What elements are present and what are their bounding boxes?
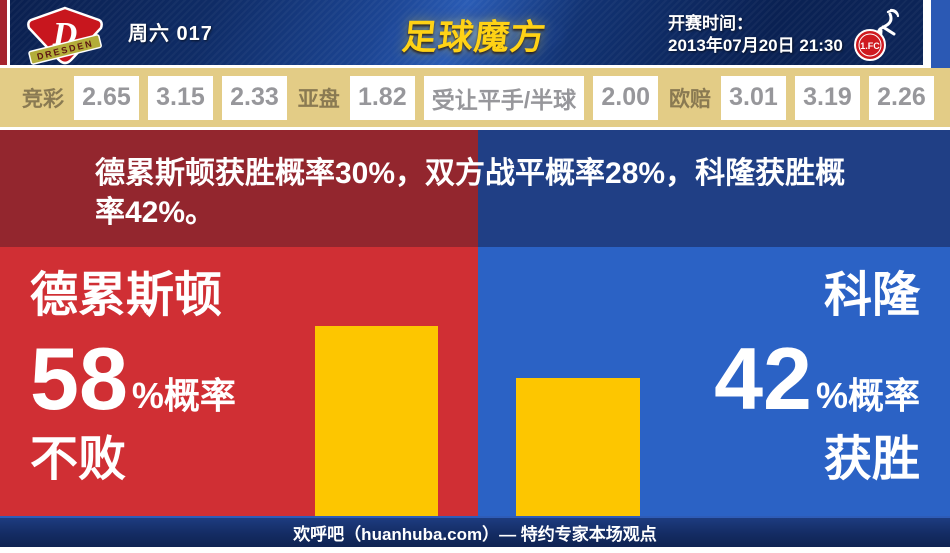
site-logo: 足球魔方 bbox=[382, 5, 568, 63]
summary-background-right bbox=[478, 130, 950, 247]
odds-group-oupei: 欧赔 3.01 3.19 2.26 bbox=[668, 75, 934, 120]
odds-group-yapan: 亚盘 1.82 受让平手/半球 2.00 bbox=[297, 75, 659, 120]
away-probability-unit: %概率 bbox=[815, 375, 920, 416]
away-outcome-label: 获胜 bbox=[823, 433, 920, 486]
yapan-home-odds: 1.82 bbox=[349, 75, 415, 120]
right-blue-accent bbox=[923, 0, 950, 68]
away-team-crest-koln: 1.FC bbox=[850, 5, 902, 68]
dresden-crest-icon: D DRESDEN bbox=[27, 6, 103, 65]
jingcai-draw-odds: 3.15 bbox=[148, 75, 213, 120]
away-prediction-block: 科隆 42 %概率 获胜 bbox=[714, 270, 920, 486]
header: D DRESDEN 周六 017 足球魔方 开赛时间： 2013年07月20日 … bbox=[0, 0, 950, 68]
home-probability-row: 58 %概率 bbox=[30, 329, 236, 428]
yapan-label: 亚盘 bbox=[297, 87, 340, 111]
away-probability-value: 42 bbox=[714, 329, 812, 428]
match-number: 周六 017 bbox=[128, 23, 213, 45]
footer-text: 欢呼吧（huanhuba.com）— 特约专家本场观点 bbox=[293, 525, 657, 544]
odds-row: 竞彩 2.65 3.15 2.33 亚盘 1.82 受让平手/半球 2.00 欧… bbox=[0, 68, 950, 130]
kickoff-info: 开赛时间： 2013年07月20日 21:30 bbox=[668, 13, 843, 57]
jingcai-label: 竞彩 bbox=[22, 87, 64, 111]
away-team-name: 科隆 bbox=[823, 269, 920, 322]
koln-crest-icon: 1.FC bbox=[854, 8, 900, 61]
home-team-name: 德累斯顿 bbox=[30, 269, 223, 322]
odds-group-jingcai: 竞彩 2.65 3.15 2.33 bbox=[22, 75, 287, 120]
oupei-draw-odds: 3.19 bbox=[794, 75, 860, 120]
home-probability-value: 58 bbox=[30, 329, 128, 428]
away-probability-bar bbox=[516, 378, 640, 516]
probability-summary: 德累斯顿获胜概率30%，双方战平概率28%，科隆获胜概率42%。 bbox=[95, 157, 846, 229]
home-team-crest-dresden: D DRESDEN bbox=[24, 5, 106, 72]
site-logo-text: 足球魔方 bbox=[400, 17, 549, 57]
prediction-area: 德累斯顿获胜概率30%，双方战平概率28%，科隆获胜概率42%。 德累斯顿 58… bbox=[0, 130, 950, 516]
kickoff-label: 开赛时间： bbox=[668, 14, 753, 33]
summary-background-left bbox=[0, 130, 478, 247]
koln-crest-text: 1.FC bbox=[860, 41, 880, 51]
home-probability-bar bbox=[315, 326, 438, 516]
away-probability-row: 42 %概率 bbox=[714, 329, 920, 428]
home-prediction-block: 德累斯顿 58 %概率 不败 bbox=[30, 270, 236, 486]
yapan-handicap: 受让平手/半球 bbox=[423, 75, 585, 120]
kickoff-time: 2013年07月20日 21:30 bbox=[668, 36, 843, 55]
footer: 欢呼吧（huanhuba.com）— 特约专家本场观点 bbox=[0, 516, 950, 547]
left-red-accent bbox=[0, 0, 10, 65]
oupei-away-odds: 2.26 bbox=[868, 75, 934, 120]
jingcai-home-odds: 2.65 bbox=[74, 75, 139, 120]
yapan-away-odds: 2.00 bbox=[593, 75, 659, 120]
home-probability-unit: %概率 bbox=[131, 375, 236, 416]
oupei-home-odds: 3.01 bbox=[720, 75, 786, 120]
jingcai-away-odds: 2.33 bbox=[222, 75, 287, 120]
oupei-label: 欧赔 bbox=[668, 87, 711, 111]
home-outcome-label: 不败 bbox=[30, 433, 127, 486]
